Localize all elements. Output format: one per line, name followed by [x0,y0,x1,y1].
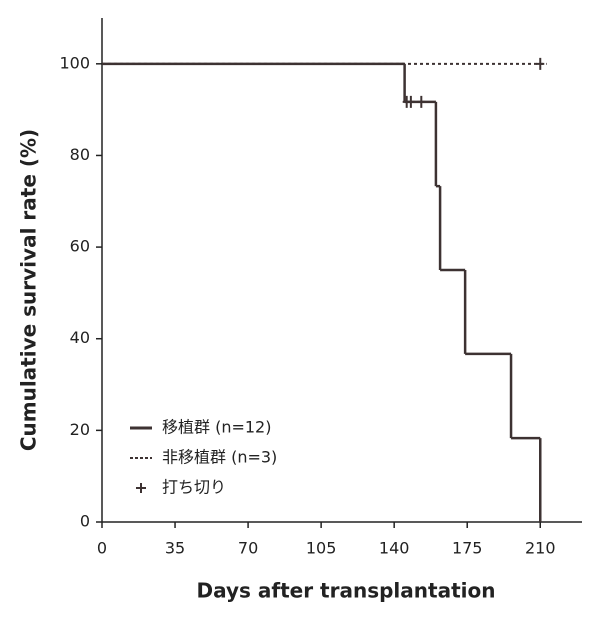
x-tick-label: 105 [306,539,337,558]
y-tick-label: 40 [70,328,90,347]
x-tick-label: 210 [525,539,556,558]
x-axis-title: Days after transplantation [197,579,496,603]
y-axis-title: Cumulative survival rate (%) [17,129,41,451]
x-tick-label: 35 [165,539,185,558]
x-tick-label: 175 [452,539,483,558]
censor-mark [536,57,545,70]
legend-label: 非移植群 (n=3) [162,448,277,467]
y-tick-label: 0 [80,512,90,531]
x-tick-label: 70 [238,539,258,558]
y-tick-label: 60 [70,237,90,256]
x-tick-label: 0 [97,539,107,558]
y-tick-label: 80 [70,145,90,164]
y-tick-label: 100 [59,53,90,72]
censor-mark [417,95,426,108]
y-tick-label: 20 [70,420,90,439]
legend-label: 移植群 (n=12) [162,418,271,437]
legend-label: 打ち切り [162,478,226,497]
x-tick-label: 140 [379,539,410,558]
censor-mark [406,95,415,108]
legend-censor-swatch [136,483,146,493]
